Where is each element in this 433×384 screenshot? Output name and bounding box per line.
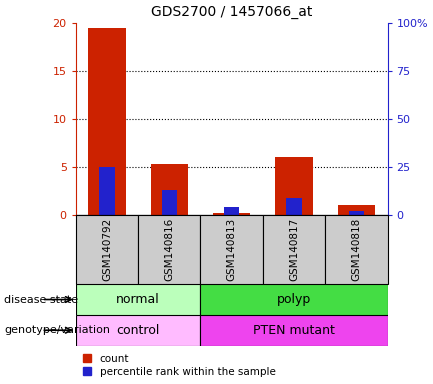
FancyBboxPatch shape: [76, 284, 200, 315]
Title: GDS2700 / 1457066_at: GDS2700 / 1457066_at: [151, 5, 312, 19]
Bar: [88, 28, 126, 215]
FancyBboxPatch shape: [76, 315, 200, 346]
Text: disease state: disease state: [4, 295, 78, 305]
FancyBboxPatch shape: [200, 215, 263, 284]
Text: GSM140817: GSM140817: [289, 218, 299, 281]
Text: polyp: polyp: [277, 293, 311, 306]
Text: GSM140792: GSM140792: [102, 218, 112, 281]
Text: PTEN mutant: PTEN mutant: [253, 324, 335, 337]
Bar: [338, 205, 375, 215]
Bar: [151, 164, 188, 215]
FancyBboxPatch shape: [263, 215, 325, 284]
FancyBboxPatch shape: [200, 315, 388, 346]
Text: GSM140816: GSM140816: [164, 218, 174, 281]
Text: GSM140813: GSM140813: [226, 218, 237, 281]
Bar: [349, 211, 364, 215]
Bar: [224, 207, 239, 215]
Bar: [213, 213, 250, 215]
Bar: [162, 190, 177, 215]
Bar: [286, 198, 302, 215]
Bar: [99, 167, 115, 215]
FancyBboxPatch shape: [138, 215, 200, 284]
Legend: count, percentile rank within the sample: count, percentile rank within the sample: [81, 351, 278, 379]
FancyBboxPatch shape: [200, 284, 388, 315]
Text: normal: normal: [116, 293, 160, 306]
Text: GSM140818: GSM140818: [351, 218, 362, 281]
Text: control: control: [116, 324, 160, 337]
Text: genotype/variation: genotype/variation: [4, 325, 110, 335]
Bar: [275, 157, 313, 215]
FancyBboxPatch shape: [325, 215, 388, 284]
FancyBboxPatch shape: [76, 215, 138, 284]
